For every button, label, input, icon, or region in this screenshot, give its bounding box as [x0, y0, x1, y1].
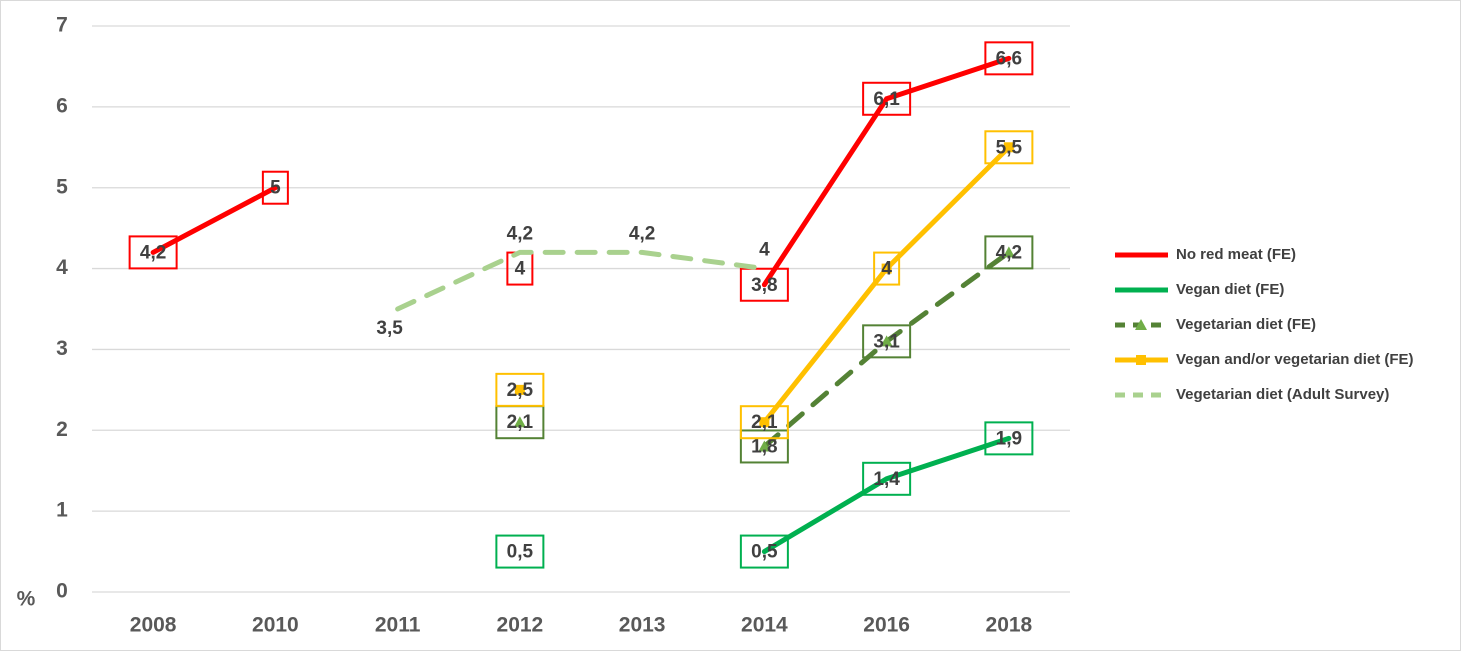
x-tick-label: 2014	[741, 614, 788, 637]
x-tick-label: 2011	[375, 614, 421, 637]
data-label: 0,5	[751, 542, 778, 563]
label-box	[739, 429, 789, 464]
marker	[1003, 142, 1014, 153]
data-label: 3,1	[873, 331, 900, 352]
marker	[880, 335, 893, 347]
data-label: 4	[515, 259, 526, 280]
series-line	[761, 435, 1012, 555]
marker	[758, 440, 771, 452]
marker	[881, 263, 892, 274]
marker	[514, 384, 525, 395]
legend-label: Vegan and/or vegetarian diet (FE)	[1176, 351, 1414, 368]
y-tick-label: 0	[56, 580, 68, 603]
label-box	[862, 81, 912, 116]
legend-label: Vegetarian diet (FE)	[1176, 316, 1316, 333]
data-label: 5	[270, 178, 281, 199]
data-label: 0,5	[507, 542, 534, 563]
data-label: 4,2	[629, 223, 655, 244]
label-box	[862, 461, 912, 496]
x-tick-label: 2018	[986, 614, 1033, 637]
label-box	[984, 41, 1034, 76]
legend-label: Vegetarian diet (Adult Survey)	[1176, 386, 1389, 403]
series-line	[395, 249, 767, 312]
marker	[513, 416, 526, 428]
x-tick-label: 2012	[497, 614, 544, 637]
y-tick-label: 7	[56, 14, 68, 37]
label-box	[984, 421, 1034, 456]
label-box	[739, 405, 789, 440]
data-label: 5,5	[996, 137, 1023, 158]
data-label: 4,2	[507, 223, 533, 244]
y-tick-label: 2	[56, 418, 68, 441]
marker	[1136, 355, 1146, 365]
label-box	[739, 267, 789, 302]
y-axis-label: %	[17, 588, 36, 611]
label-box	[261, 170, 289, 205]
x-tick-label: 2008	[130, 614, 177, 637]
y-tick-label: 6	[56, 94, 68, 117]
label-box	[495, 372, 545, 407]
label-box	[128, 235, 178, 270]
data-label: 4	[881, 259, 892, 280]
label-box	[862, 324, 912, 359]
label-box	[984, 235, 1034, 270]
label-box	[984, 130, 1034, 165]
label-box	[495, 534, 545, 569]
data-label: 2,1	[751, 412, 778, 433]
marker	[759, 417, 770, 428]
y-tick-label: 5	[56, 175, 68, 198]
data-label: 6,1	[873, 89, 900, 110]
data-label: 3,5	[376, 318, 403, 339]
data-label: 4	[759, 240, 770, 261]
data-label: 1,8	[751, 436, 777, 457]
data-label: 6,6	[996, 48, 1022, 69]
x-tick-label: 2013	[619, 614, 666, 637]
data-label: 4,2	[140, 242, 166, 263]
data-label: 1,9	[996, 428, 1022, 449]
data-label: 3,8	[751, 275, 777, 296]
marker	[1002, 246, 1015, 258]
y-tick-label: 3	[56, 337, 68, 360]
legend-label: Vegan diet (FE)	[1176, 281, 1284, 298]
label-box	[739, 534, 789, 569]
legend-label: No red meat (FE)	[1176, 246, 1296, 263]
label-box	[873, 251, 901, 286]
marker	[1135, 319, 1147, 330]
data-label: 1,4	[873, 469, 900, 490]
data-label: 2,5	[507, 380, 534, 401]
data-label: 4,2	[996, 242, 1022, 263]
series-line	[150, 55, 1012, 288]
x-tick-label: 2016	[863, 614, 910, 637]
y-tick-label: 1	[56, 499, 68, 522]
data-label: 2,1	[507, 412, 534, 433]
x-tick-label: 2010	[252, 614, 299, 637]
y-tick-label: 4	[56, 256, 68, 279]
